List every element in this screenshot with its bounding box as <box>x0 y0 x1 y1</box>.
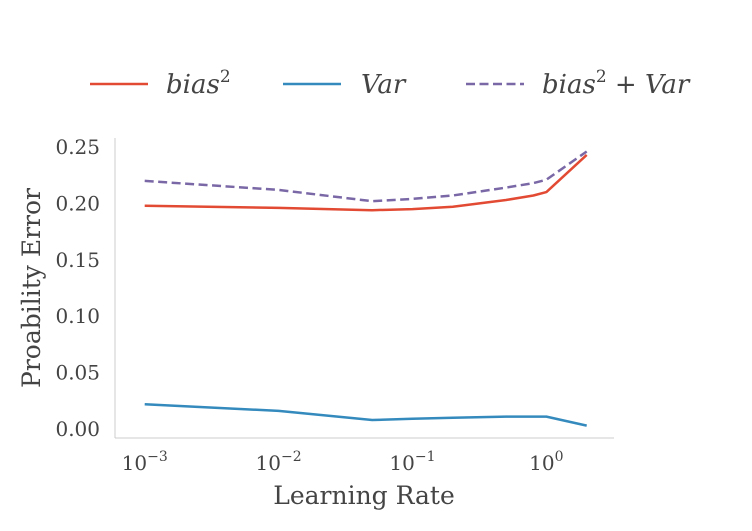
x-tick-base: 10 <box>122 451 147 475</box>
legend-item-1: Var <box>283 70 407 100</box>
x-tick-base: 10 <box>389 451 414 475</box>
x-tick-label: 10−3 <box>122 449 168 475</box>
y-tick-label: 0.00 <box>55 417 100 441</box>
x-tick-label-text: 10−2 <box>256 449 302 475</box>
legend-label-tail: + Var <box>607 70 691 100</box>
legend-item-0: bias2 <box>90 67 231 100</box>
series-lines <box>144 150 588 427</box>
y-tick-labels: 0.00 0.05 0.10 0.15 0.20 0.25 <box>55 135 100 441</box>
legend-label-superscript: 2 <box>596 67 607 87</box>
x-tick-exponent: −3 <box>147 449 168 465</box>
series-line-2 <box>144 150 588 203</box>
series-line-0 <box>144 153 588 212</box>
y-tick-label: 0.10 <box>55 304 100 328</box>
x-tick-base: 10 <box>529 451 554 475</box>
y-tick-label: 0.05 <box>55 361 100 385</box>
legend-label-base: bias <box>166 70 220 100</box>
legend-item-2: bias2 + Var <box>466 67 691 100</box>
y-tick-label: 0.25 <box>55 135 100 159</box>
legend-label-base: bias <box>542 70 596 100</box>
x-tick-labels: 10−3 10−2 10−1 100 <box>122 449 564 475</box>
axes <box>114 138 614 439</box>
x-tick-exponent: −1 <box>415 449 436 465</box>
series-line-1 <box>144 402 587 427</box>
x-tick-label-text: 10−1 <box>389 449 435 475</box>
x-tick-label: 10−2 <box>256 449 302 475</box>
x-tick-base: 10 <box>256 451 281 475</box>
legend-label: bias2 + Var <box>542 67 691 100</box>
x-tick-label-text: 10−3 <box>122 449 168 475</box>
legend-label-base: Var <box>361 70 407 100</box>
x-tick-label: 10−1 <box>389 449 435 475</box>
legend-label: Var <box>361 70 407 100</box>
x-tick-exponent: −2 <box>281 449 302 465</box>
legend-label-superscript: 2 <box>220 67 231 87</box>
x-tick-label-text: 100 <box>529 449 563 475</box>
legend-label: bias2 <box>166 67 231 100</box>
x-axis-title: Learning Rate <box>273 481 455 510</box>
x-tick-label: 100 <box>529 449 563 475</box>
y-tick-label: 0.15 <box>55 248 100 272</box>
x-tick-exponent: 0 <box>555 449 564 465</box>
y-tick-label: 0.20 <box>55 191 100 215</box>
legend: bias2 Var bias2 + Var <box>90 67 691 100</box>
y-axis-title: Proability Error <box>17 188 46 388</box>
